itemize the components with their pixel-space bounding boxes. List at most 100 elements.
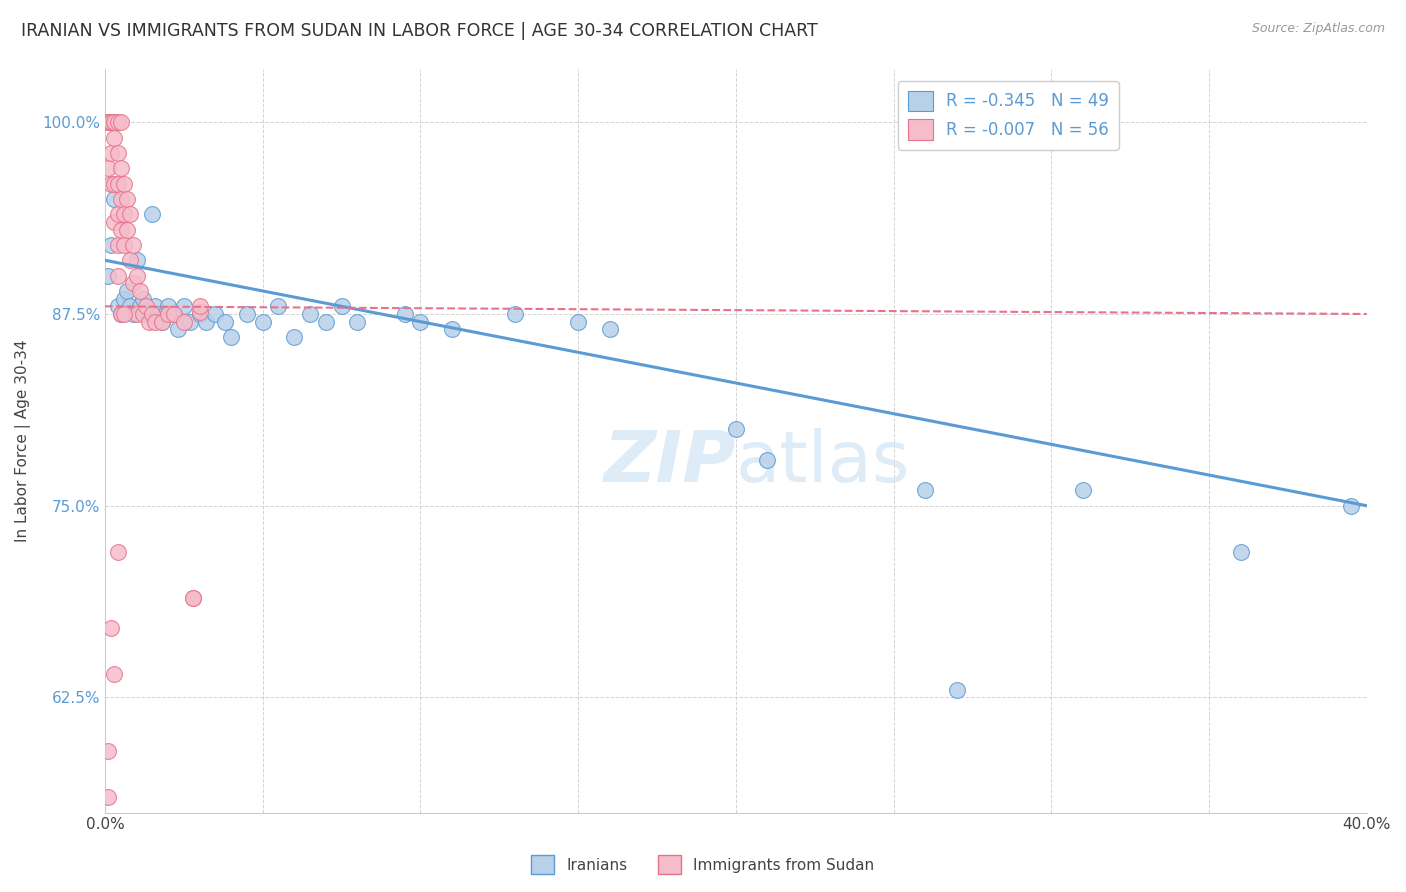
Point <box>115 222 138 236</box>
Point <box>125 253 148 268</box>
Point <box>157 307 180 321</box>
Point <box>110 307 132 321</box>
Point <box>103 177 125 191</box>
Point <box>153 307 176 321</box>
Point <box>756 452 779 467</box>
Point <box>110 192 132 206</box>
Point <box>122 307 145 321</box>
Point <box>110 307 132 321</box>
Point <box>188 305 211 319</box>
Text: atlas: atlas <box>735 428 910 498</box>
Point <box>145 315 167 329</box>
Point <box>181 591 204 605</box>
Point <box>148 307 170 321</box>
Point <box>163 307 186 321</box>
Point <box>103 115 125 129</box>
Point <box>135 299 157 313</box>
Point <box>1340 499 1362 513</box>
Point <box>112 238 135 252</box>
Point <box>599 322 621 336</box>
Legend: R = -0.345   N = 49, R = -0.007   N = 56: R = -0.345 N = 49, R = -0.007 N = 56 <box>897 80 1119 150</box>
Point <box>100 115 122 129</box>
Y-axis label: In Labor Force | Age 30-34: In Labor Force | Age 30-34 <box>15 339 31 541</box>
Point <box>97 115 120 129</box>
Point <box>100 622 122 636</box>
Point <box>188 299 211 313</box>
Legend: Iranians, Immigrants from Sudan: Iranians, Immigrants from Sudan <box>526 849 880 880</box>
Point <box>112 307 135 321</box>
Point <box>107 207 129 221</box>
Point <box>330 299 353 313</box>
Point <box>107 177 129 191</box>
Point <box>145 299 167 313</box>
Point <box>252 315 274 329</box>
Text: Source: ZipAtlas.com: Source: ZipAtlas.com <box>1251 22 1385 36</box>
Point <box>115 284 138 298</box>
Point <box>103 192 125 206</box>
Point <box>97 268 120 283</box>
Point <box>112 207 135 221</box>
Point <box>150 315 173 329</box>
Point <box>128 284 150 298</box>
Point <box>298 307 321 321</box>
Point <box>157 299 180 313</box>
Point <box>440 322 463 336</box>
Point <box>100 115 122 129</box>
Point <box>107 299 129 313</box>
Point <box>283 330 305 344</box>
Point <box>132 307 155 321</box>
Point <box>409 315 432 329</box>
Point <box>107 238 129 252</box>
Point <box>120 299 142 313</box>
Point <box>120 207 142 221</box>
Point <box>132 292 155 306</box>
Point <box>112 292 135 306</box>
Point <box>103 667 125 681</box>
Point <box>1229 545 1251 559</box>
Point <box>100 145 122 160</box>
Point <box>107 545 129 559</box>
Point <box>100 177 122 191</box>
Point <box>204 307 226 321</box>
Point <box>181 591 204 605</box>
Point <box>107 115 129 129</box>
Point <box>128 299 150 313</box>
Text: IRANIAN VS IMMIGRANTS FROM SUDAN IN LABOR FORCE | AGE 30-34 CORRELATION CHART: IRANIAN VS IMMIGRANTS FROM SUDAN IN LABO… <box>21 22 818 40</box>
Point <box>135 307 157 321</box>
Point <box>97 115 120 129</box>
Point <box>219 330 242 344</box>
Point <box>163 307 186 321</box>
Point <box>110 115 132 129</box>
Point <box>503 307 526 321</box>
Point <box>107 268 129 283</box>
Point <box>110 161 132 176</box>
Point <box>103 115 125 129</box>
Point <box>394 307 416 321</box>
Point <box>138 315 160 329</box>
Point <box>179 315 201 329</box>
Point <box>107 145 129 160</box>
Point <box>103 130 125 145</box>
Point <box>914 483 936 498</box>
Point <box>112 177 135 191</box>
Point <box>236 307 259 321</box>
Point <box>346 315 368 329</box>
Point <box>122 277 145 291</box>
Text: ZIP: ZIP <box>603 428 735 498</box>
Point <box>173 299 195 313</box>
Point <box>214 315 236 329</box>
Point <box>103 215 125 229</box>
Point <box>125 307 148 321</box>
Point <box>141 307 163 321</box>
Point <box>1071 483 1094 498</box>
Point <box>97 115 120 129</box>
Point <box>100 238 122 252</box>
Point <box>97 115 120 129</box>
Point <box>115 192 138 206</box>
Point <box>166 322 188 336</box>
Point <box>724 422 747 436</box>
Point <box>97 790 120 805</box>
Point <box>267 299 290 313</box>
Point <box>120 253 142 268</box>
Point <box>194 315 217 329</box>
